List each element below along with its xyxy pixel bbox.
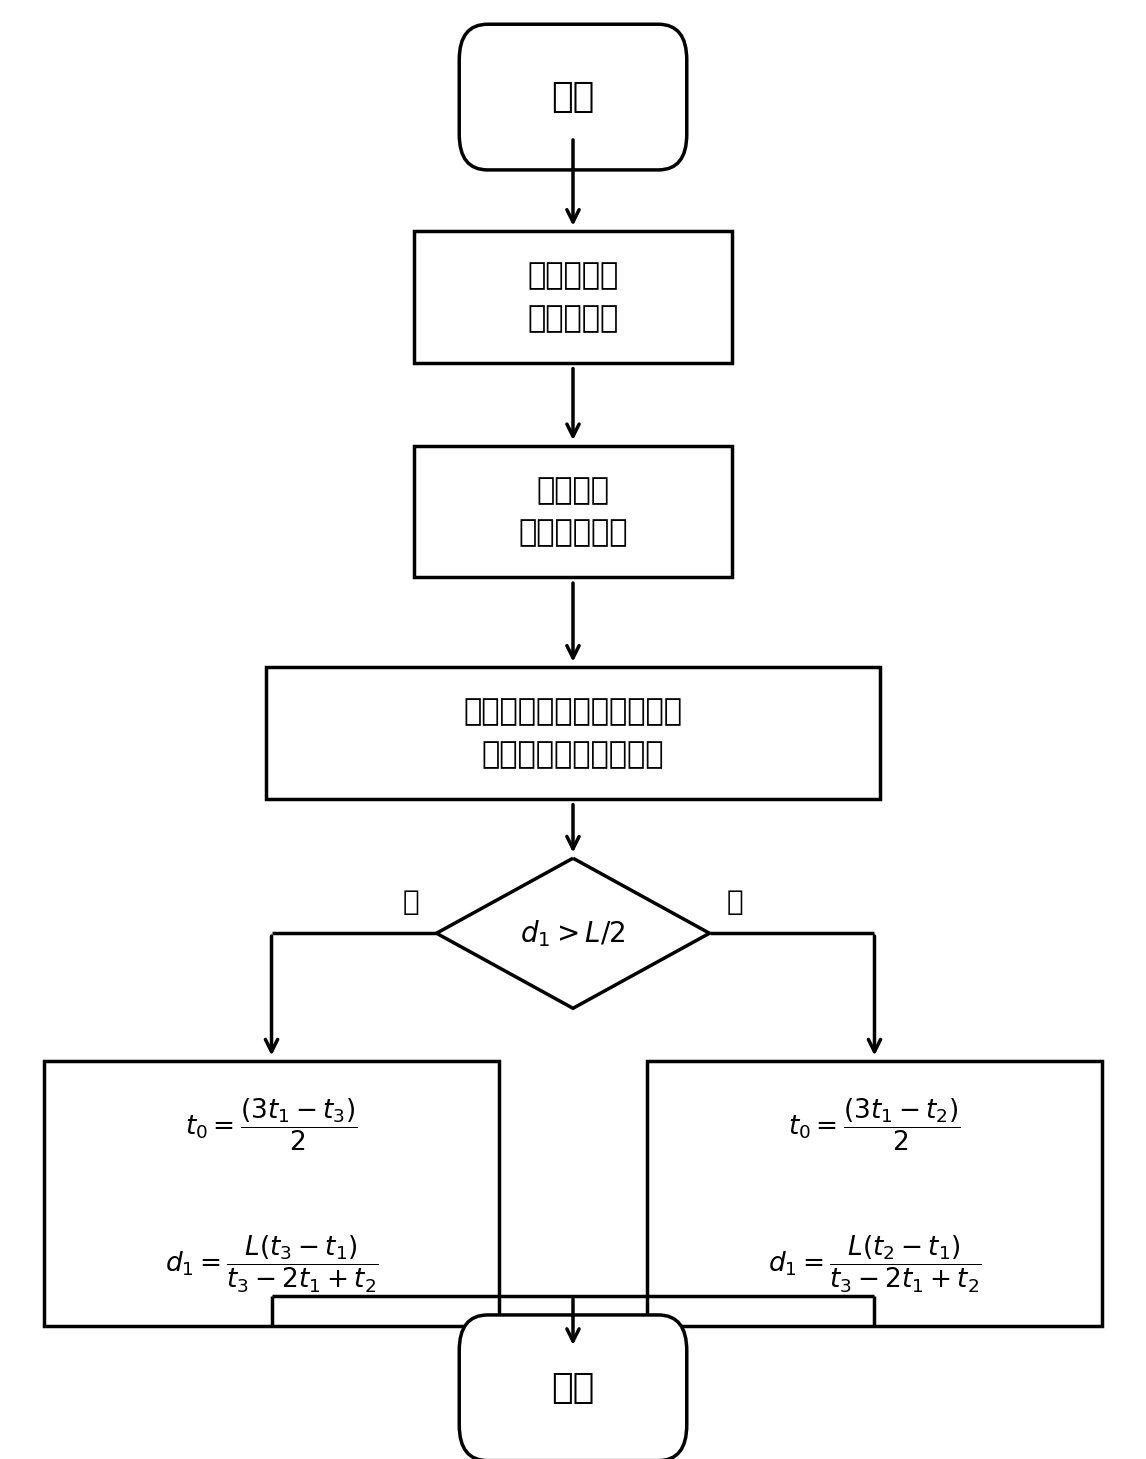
Text: 否: 否 (727, 889, 744, 916)
Text: 行波信号进
行相模转换: 行波信号进 行相模转换 (527, 261, 619, 333)
Text: $t_0=\dfrac{(3t_1-t_3)}{2}$: $t_0=\dfrac{(3t_1-t_3)}{2}$ (186, 1096, 358, 1153)
Bar (414, 446, 732, 578)
Text: 对称差分能量算子提取暂态
行波波头到达时刻信息: 对称差分能量算子提取暂态 行波波头到达时刻信息 (463, 697, 683, 769)
Text: 是: 是 (402, 889, 419, 916)
Text: 结束: 结束 (551, 1371, 595, 1405)
Bar (266, 667, 880, 800)
FancyBboxPatch shape (460, 1315, 686, 1459)
Text: $t_0=\dfrac{(3t_1-t_2)}{2}$: $t_0=\dfrac{(3t_1-t_2)}{2}$ (788, 1096, 960, 1153)
Text: 信号进行
变分模态分解: 信号进行 变分模态分解 (518, 476, 628, 547)
Text: $d_1=\dfrac{L(t_3-t_1)}{t_3-2t_1+t_2}$: $d_1=\dfrac{L(t_3-t_1)}{t_3-2t_1+t_2}$ (165, 1234, 378, 1296)
Text: $d_1>L/2$: $d_1>L/2$ (520, 918, 626, 948)
Text: $d_1=\dfrac{L(t_2-t_1)}{t_3-2t_1+t_2}$: $d_1=\dfrac{L(t_2-t_1)}{t_3-2t_1+t_2}$ (768, 1234, 981, 1296)
Bar (647, 1061, 1102, 1326)
Text: 开始: 开始 (551, 80, 595, 114)
Bar (414, 232, 732, 363)
Bar (44, 1061, 499, 1326)
FancyBboxPatch shape (460, 25, 686, 169)
